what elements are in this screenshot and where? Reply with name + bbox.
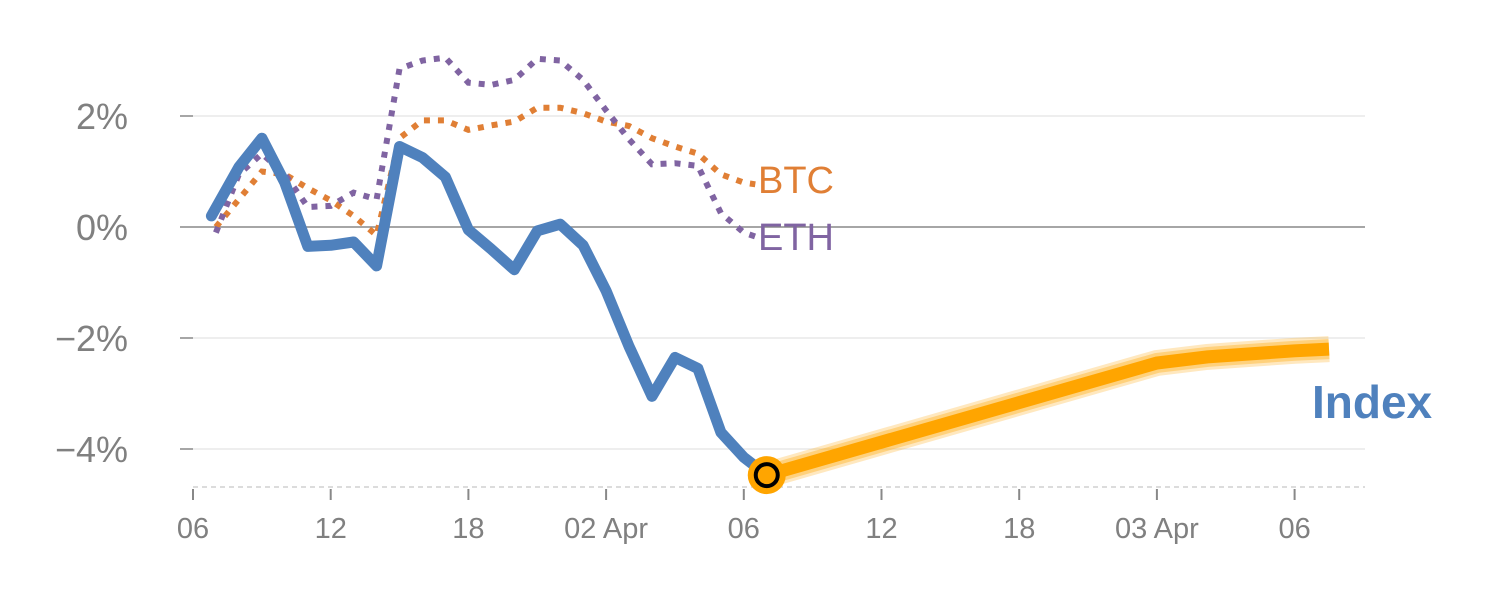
series-label-btc: BTC	[758, 160, 834, 202]
series-line-eth	[213, 54, 761, 241]
x-tick-label: 06	[177, 513, 209, 545]
y-tick-label: −2%	[55, 318, 128, 359]
series-label-eth: ETH	[758, 217, 834, 259]
x-tick-label: 12	[315, 513, 347, 545]
series-label-index: Index	[1312, 376, 1433, 428]
x-tick-label: 18	[1003, 513, 1035, 545]
x-tick-label: 06	[728, 513, 760, 545]
y-tick-label: −4%	[55, 429, 128, 470]
x-tick-label: 18	[452, 513, 484, 545]
series-labels: BTC ETH Index	[758, 160, 1433, 428]
x-tick-label: 12	[865, 513, 897, 545]
series-line-index	[205, 132, 773, 481]
series-lines	[205, 54, 1330, 495]
x-tick-label: 03 Apr	[1115, 513, 1199, 545]
y-tick-label: 0%	[76, 207, 128, 248]
y-tick-label: 2%	[76, 96, 128, 137]
x-tick-label: 06	[1278, 513, 1310, 545]
current-point-marker	[753, 462, 780, 489]
forecast-line	[765, 342, 1330, 482]
x-tick-label: 02 Apr	[564, 513, 648, 545]
axes: 2% 0% −2% −4% 06 12 18 02 Apr 06 12 18 03 Apr 06	[55, 96, 1365, 545]
